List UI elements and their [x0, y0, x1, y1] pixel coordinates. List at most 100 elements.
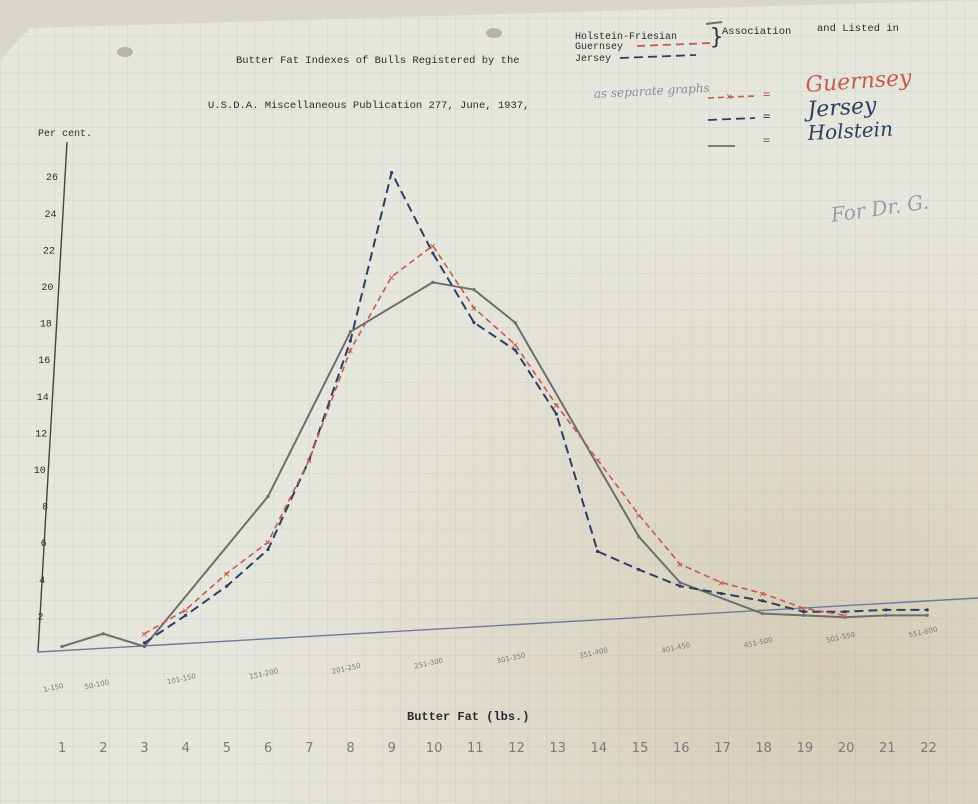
- x-index-label: 16: [673, 741, 690, 756]
- data-point-holstein: [513, 321, 517, 325]
- data-point-guernsey: ×: [429, 240, 436, 253]
- data-point-guernsey: ×: [347, 344, 354, 357]
- data-point-guernsey: ×: [635, 509, 642, 522]
- y-tick-label: 14: [37, 393, 49, 404]
- data-point-jersey: [431, 251, 435, 255]
- series-line-jersey: [143, 171, 928, 644]
- x-index-label: 17: [714, 741, 731, 756]
- data-point-holstein: [431, 280, 435, 284]
- legend-guernsey-swatch: [707, 95, 756, 99]
- y-tick-label: 26: [46, 173, 58, 184]
- series-line-guernsey: [143, 244, 845, 635]
- y-tick-label: 4: [39, 576, 45, 587]
- y-tick-label: 8: [42, 503, 48, 514]
- x-index-label: 10: [426, 741, 443, 756]
- punch-hole: [486, 28, 502, 38]
- data-point-holstein: [760, 611, 765, 616]
- data-point-jersey: [266, 547, 270, 552]
- legend-jersey-swatch: [707, 117, 756, 121]
- y-axis-label: Per cent.: [38, 129, 92, 140]
- assoc-guernsey: Guernsey: [575, 42, 623, 53]
- title-part3: and Listed in: [817, 23, 899, 35]
- y-tick-label: 24: [44, 210, 56, 221]
- x-index-label: 5: [223, 741, 231, 756]
- series-layer: × × × × × × × × × × × × × × × × × ×: [60, 170, 929, 649]
- assoc-jersey-swatch: [619, 54, 697, 59]
- x-index-label: 20: [838, 741, 855, 756]
- x-axis-label: Butter Fat (lbs.): [407, 710, 529, 724]
- x-index-label: 13: [549, 741, 566, 756]
- data-point-jersey: [513, 348, 517, 352]
- y-tick-label: 22: [43, 246, 55, 257]
- legend-eq: =: [763, 133, 770, 147]
- data-point-holstein: [266, 494, 270, 499]
- data-point-guernsey: ×: [182, 604, 189, 617]
- x-index-label: 21: [879, 741, 896, 756]
- x-index-label: 22: [920, 741, 937, 756]
- data-point-guernsey: ×: [512, 339, 519, 352]
- assoc-holstein: Holstein-Friesian: [575, 31, 677, 43]
- y-tick-label: 2: [38, 612, 44, 623]
- legend-eq: =: [763, 87, 770, 101]
- data-point-jersey: [184, 613, 188, 618]
- data-point-jersey: [678, 584, 682, 588]
- punch-hole: [117, 47, 133, 57]
- data-point-jersey: [348, 339, 352, 343]
- subtitle: U.S.D.A. Miscellaneous Publication 277, …: [208, 100, 529, 112]
- data-point-guernsey: ×: [800, 602, 807, 615]
- data-point-guernsey: ×: [553, 399, 560, 412]
- x-index-label: 8: [346, 741, 354, 756]
- data-point-holstein: [843, 615, 847, 619]
- data-point-holstein: [472, 288, 476, 292]
- x-index-label: 6: [264, 741, 272, 756]
- data-point-guernsey: ×: [759, 587, 766, 600]
- x-index-label: 4: [182, 741, 190, 756]
- data-point-jersey: [472, 321, 476, 325]
- legend-guernsey-cross: ×: [726, 90, 733, 103]
- y-axis: [37, 141, 68, 653]
- data-point-guernsey: ×: [841, 609, 848, 622]
- x-index-label: 15: [632, 741, 649, 756]
- data-point-guernsey: ×: [388, 271, 395, 284]
- data-point-holstein: [925, 613, 929, 618]
- brace: }: [710, 25, 723, 50]
- y-tick-label: 18: [40, 320, 52, 331]
- data-point-holstein: [637, 535, 641, 539]
- data-point-holstein: [60, 644, 64, 649]
- assoc-jersey: Jersey: [575, 54, 611, 65]
- data-point-holstein: [802, 613, 806, 618]
- data-point-guernsey: ×: [265, 536, 272, 549]
- data-point-holstein: [884, 613, 888, 618]
- data-point-guernsey: ×: [594, 454, 601, 467]
- x-index-label: 9: [388, 741, 396, 756]
- legend-eq: =: [763, 109, 770, 123]
- x-index-label: 7: [305, 741, 313, 756]
- y-tick-label: 20: [41, 283, 53, 294]
- x-index-label: 12: [508, 741, 525, 756]
- title-part2: Association: [722, 26, 791, 38]
- x-index-label: 3: [140, 741, 148, 756]
- data-point-jersey: [884, 608, 888, 612]
- data-point-jersey: [390, 170, 394, 175]
- y-tick-label: 16: [38, 356, 50, 367]
- data-point-jersey: [925, 608, 929, 612]
- y-tick-label: 12: [35, 429, 47, 440]
- data-point-jersey: [554, 412, 559, 416]
- data-point-holstein: [348, 330, 352, 334]
- subtitle-note: as separate graphs: [593, 81, 710, 101]
- data-point-holstein: [142, 644, 146, 649]
- data-point-jersey: [802, 610, 806, 614]
- x-index-label: 19: [797, 741, 814, 756]
- y-tick-label: 10: [34, 466, 46, 477]
- data-point-jersey: [843, 610, 847, 614]
- x-index-label: 2: [99, 741, 107, 756]
- legend-jersey-label: Jersey: [803, 93, 878, 123]
- legend-holstein-label: Holstein: [806, 117, 893, 145]
- data-point-guernsey: ×: [306, 454, 313, 467]
- x-index-labels: 1 2 3 4 5 6 7 8 9 10 11 12 13 14 15 16 17 18 19 20 21 22: [58, 741, 937, 756]
- data-point-guernsey: ×: [677, 558, 684, 571]
- data-point-guernsey: ×: [471, 302, 478, 315]
- x-index-label: 18: [755, 741, 772, 756]
